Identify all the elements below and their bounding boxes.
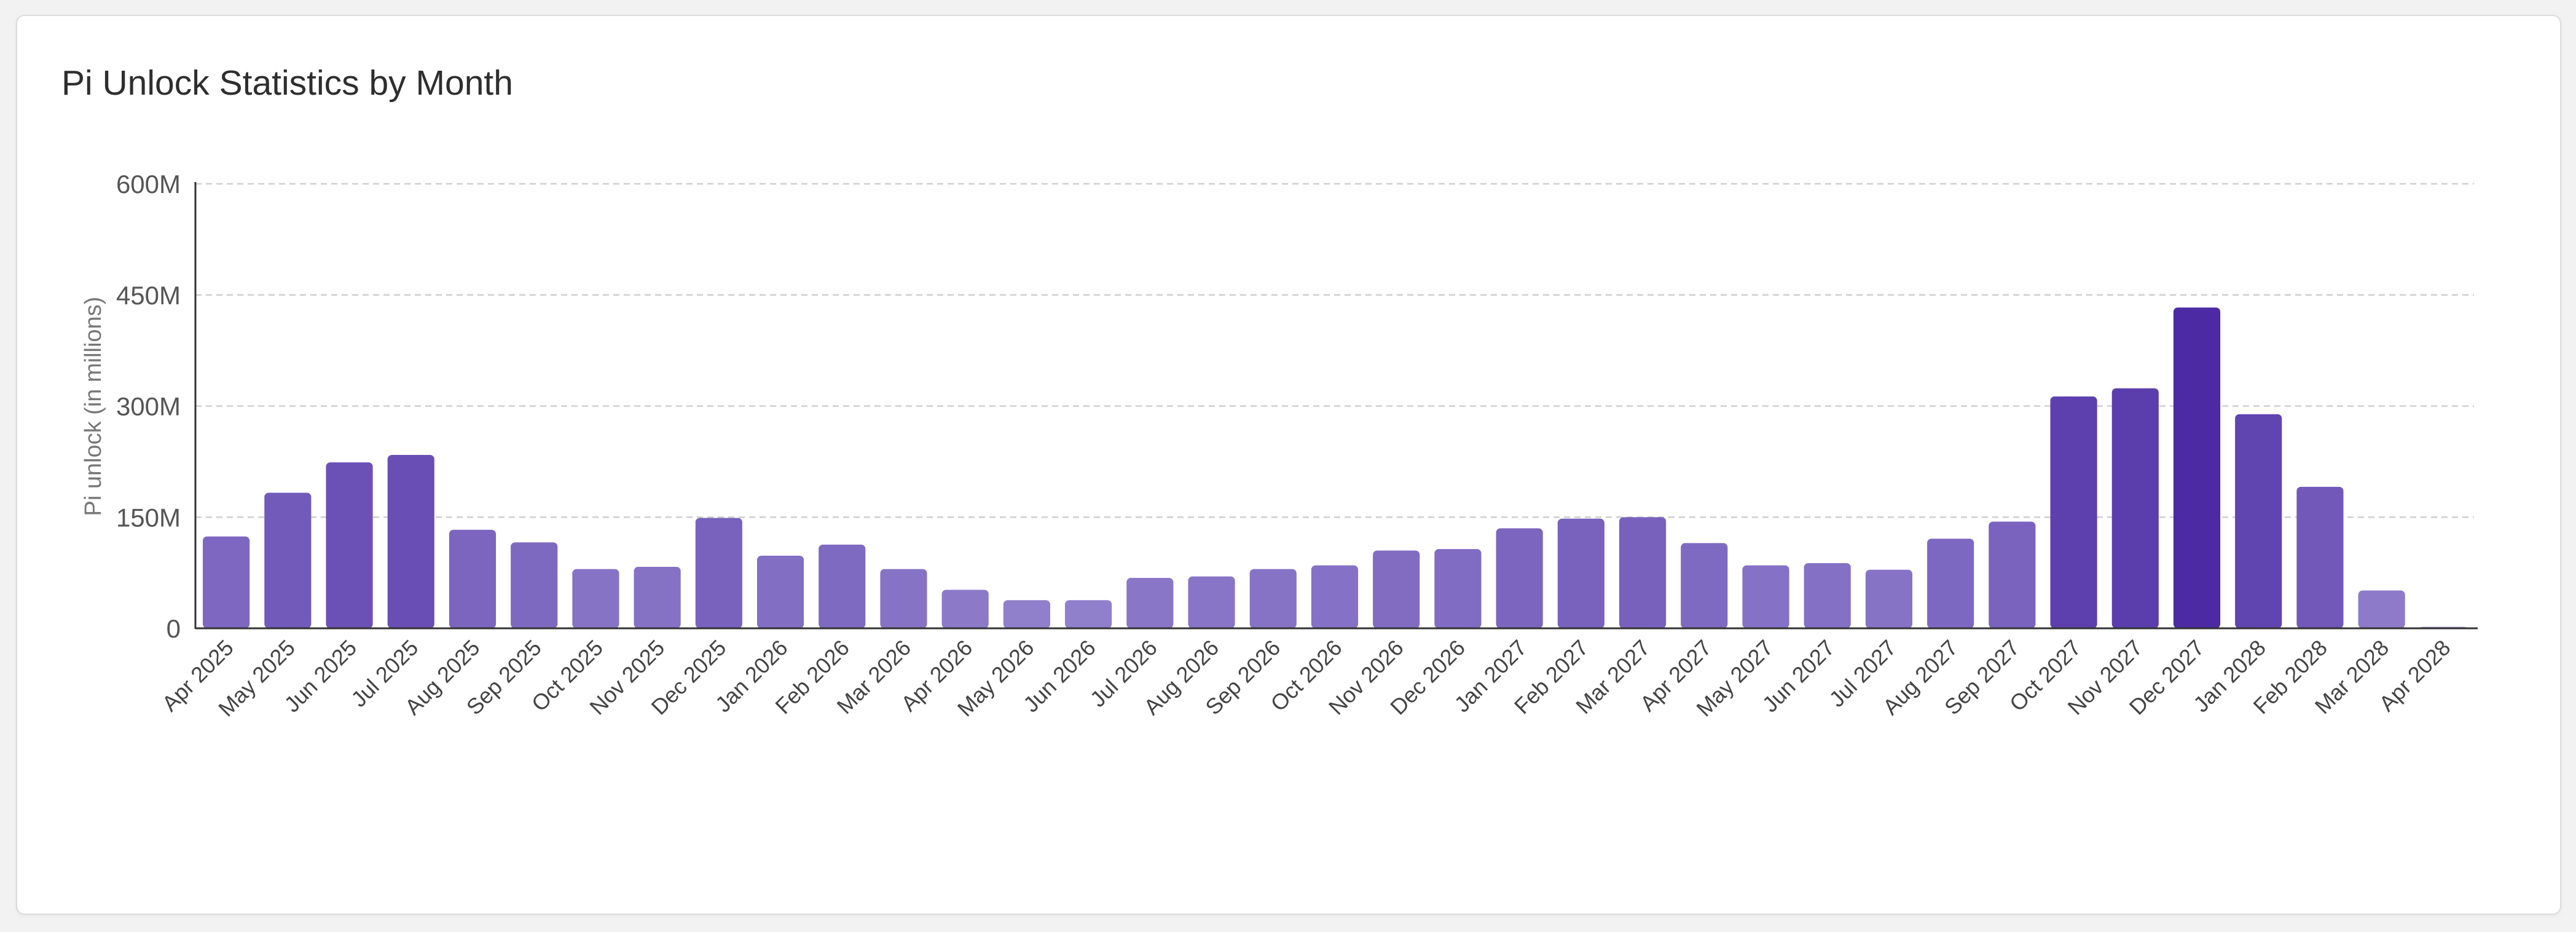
y-tick-label: 450M [116,281,181,310]
axes [194,182,2478,630]
bar[interactable] [634,566,681,628]
bar[interactable] [1065,600,1112,628]
bar[interactable] [449,529,497,628]
chart-card: Pi Unlock Statistics by Month 0 150M 300M 4… [16,15,2561,915]
bar[interactable] [1804,563,1851,628]
bar[interactable] [1003,600,1051,628]
bar[interactable] [326,462,373,628]
bar[interactable] [1927,539,1974,628]
bar[interactable] [1557,518,1604,628]
bar[interactable] [572,569,619,628]
y-tick-label: 300M [116,392,181,421]
bar[interactable] [1434,549,1482,628]
bar[interactable] [695,518,742,628]
y-tick-label: 0 [167,614,181,643]
bar[interactable] [1373,550,1420,628]
bar[interactable] [819,544,866,628]
bar[interactable] [1865,569,1913,628]
bar[interactable] [1311,565,1359,628]
chart-title: Pi Unlock Statistics by Month [61,63,513,103]
bar[interactable] [1126,578,1174,628]
bar[interactable] [511,542,558,628]
y-tick-label: 600M [116,170,181,199]
bar[interactable] [941,590,989,628]
bar[interactable] [1742,565,1789,628]
y-axis-title: Pi unlock (in millions) [80,297,106,516]
bar[interactable] [203,536,250,628]
bar[interactable] [1249,569,1297,628]
bar[interactable] [1989,521,2036,628]
bar[interactable] [880,569,927,628]
bar[interactable] [756,555,804,628]
gridlines [195,183,2474,518]
bar[interactable] [1496,528,1543,628]
bar[interactable] [2173,307,2221,628]
bar[interactable] [2235,414,2282,628]
bar[interactable] [264,492,312,628]
y-tick-label: 150M [116,503,181,532]
bar[interactable] [2050,396,2097,628]
bars [203,307,2467,628]
bar[interactable] [1681,543,1728,628]
bar[interactable] [2111,388,2159,628]
y-tick-labels: 0 150M 300M 450M 600M [116,170,181,643]
bar[interactable] [2358,590,2405,628]
bar[interactable] [2296,486,2344,628]
bar[interactable] [387,455,434,628]
bar[interactable] [1188,576,1235,628]
bar[interactable] [1619,517,1667,628]
